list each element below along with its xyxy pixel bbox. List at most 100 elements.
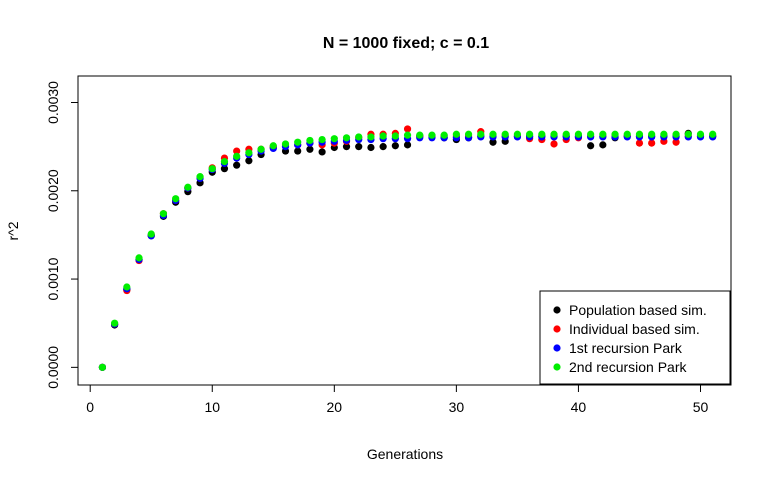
legend-label: Population based sim. xyxy=(569,302,707,318)
data-point xyxy=(220,158,229,166)
data-point xyxy=(294,147,302,155)
data-point xyxy=(599,130,607,138)
data-point xyxy=(416,131,424,139)
data-point xyxy=(391,132,399,140)
x-axis-label: Generations xyxy=(367,446,443,462)
data-point xyxy=(269,142,277,150)
legend-marker xyxy=(553,325,561,333)
data-point xyxy=(672,138,680,146)
data-point xyxy=(306,145,314,153)
y-tick-label: 0.0020 xyxy=(45,169,61,212)
data-point xyxy=(172,195,180,203)
data-point xyxy=(513,130,522,138)
y-tick-label: 0.0030 xyxy=(45,81,61,124)
data-point xyxy=(233,152,241,160)
data-point xyxy=(635,139,644,147)
data-point xyxy=(367,133,375,141)
data-point xyxy=(111,319,119,327)
data-point xyxy=(599,141,607,149)
data-point xyxy=(220,165,229,173)
data-point xyxy=(367,143,375,152)
data-point xyxy=(294,138,302,146)
legend-marker xyxy=(553,344,561,352)
data-point xyxy=(257,145,265,153)
data-point xyxy=(208,165,216,173)
data-point xyxy=(98,363,107,371)
data-point xyxy=(501,130,509,138)
data-point xyxy=(660,130,668,138)
data-point xyxy=(648,130,656,138)
data-point xyxy=(281,140,290,148)
legend-marker xyxy=(553,306,561,314)
x-tick-label: 50 xyxy=(693,399,709,415)
legend-marker xyxy=(553,363,561,371)
x-tick-label: 40 xyxy=(571,399,587,415)
data-point xyxy=(123,283,131,291)
data-point xyxy=(611,130,619,138)
data-point xyxy=(672,130,680,138)
data-point xyxy=(648,139,656,147)
data-point xyxy=(489,138,497,146)
data-point xyxy=(355,143,363,151)
legend-label: 2nd recursion Park xyxy=(569,359,688,375)
data-point xyxy=(196,173,204,181)
legend-items: Population based sim. Individual based si… xyxy=(553,302,707,375)
data-point xyxy=(477,130,485,138)
data-point xyxy=(526,130,534,138)
data-point xyxy=(184,183,192,191)
data-point xyxy=(428,131,436,139)
data-point xyxy=(464,130,473,138)
data-point xyxy=(574,130,583,138)
legend-label: Individual based sim. xyxy=(569,321,700,337)
data-point xyxy=(684,130,692,138)
data-point xyxy=(355,133,363,141)
legend-item: 1st recursion Park xyxy=(553,340,683,356)
data-point xyxy=(318,148,326,156)
data-point xyxy=(379,143,387,151)
data-point xyxy=(403,131,412,139)
y-tick-label: 0.0000 xyxy=(45,346,61,389)
data-point xyxy=(245,157,253,165)
legend-item: Individual based sim. xyxy=(553,321,700,337)
legend-item: 2nd recursion Park xyxy=(553,359,688,375)
data-point xyxy=(391,142,399,150)
data-point xyxy=(452,130,460,138)
data-point xyxy=(159,210,168,218)
data-points xyxy=(98,125,717,371)
data-point xyxy=(587,130,595,138)
data-point xyxy=(440,131,448,139)
data-point xyxy=(403,125,412,133)
chart-title: N = 1000 fixed; c = 0.1 xyxy=(323,35,489,52)
legend: Population based sim. Individual based si… xyxy=(539,290,731,385)
data-point xyxy=(587,142,595,150)
data-point xyxy=(233,147,241,155)
data-point xyxy=(306,136,314,145)
legend-box xyxy=(539,290,731,385)
data-point xyxy=(562,130,570,138)
data-point xyxy=(342,134,351,142)
data-point xyxy=(489,130,497,138)
data-point xyxy=(696,130,705,138)
series-4 xyxy=(98,130,717,371)
data-point xyxy=(403,141,412,149)
data-point xyxy=(635,130,644,138)
x-axis: 0 10 20 30 40 50 xyxy=(86,384,709,415)
data-point xyxy=(330,135,338,143)
data-point xyxy=(245,149,253,157)
legend-label: 1st recursion Park xyxy=(569,340,683,356)
x-tick-label: 10 xyxy=(204,399,220,415)
x-tick-label: 20 xyxy=(327,399,343,415)
legend-item: Population based sim. xyxy=(553,302,707,318)
x-tick-label: 30 xyxy=(449,399,465,415)
data-point xyxy=(550,130,558,138)
x-tick-label: 0 xyxy=(86,399,94,415)
data-point xyxy=(379,132,387,140)
data-point xyxy=(709,130,717,138)
y-axis: 0.0000 0.0010 0.0020 0.0030 xyxy=(45,81,79,389)
data-point xyxy=(550,140,558,148)
data-point xyxy=(623,130,631,138)
data-point xyxy=(233,161,241,169)
y-tick-label: 0.0010 xyxy=(45,257,61,300)
data-point xyxy=(147,230,155,238)
